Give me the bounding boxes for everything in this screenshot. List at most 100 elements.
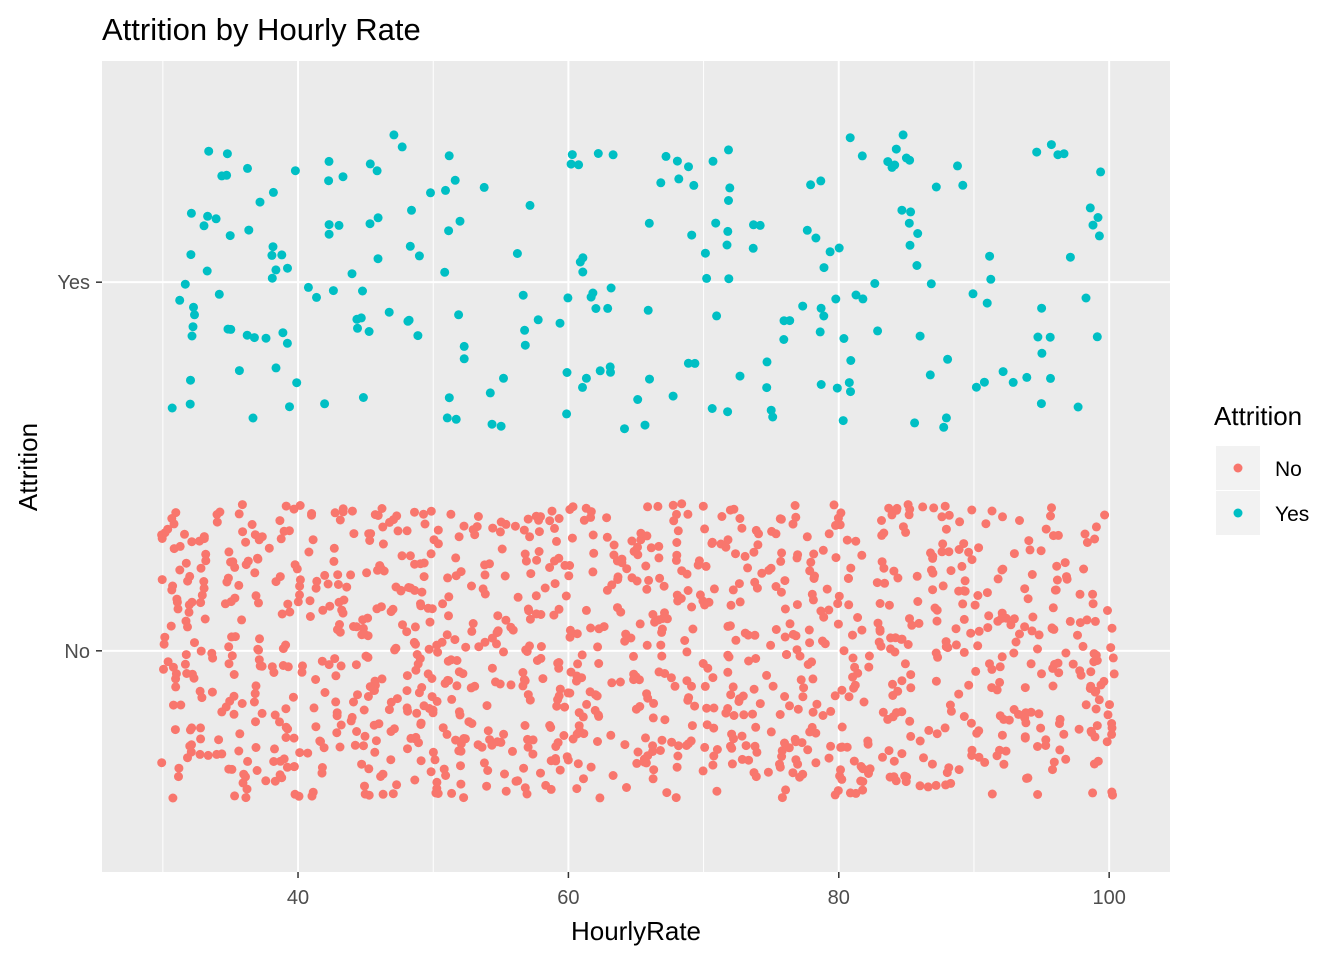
point-no xyxy=(452,681,462,691)
point-no xyxy=(311,583,321,593)
point-no xyxy=(578,712,588,722)
point-yes xyxy=(324,220,334,230)
point-no xyxy=(347,506,357,516)
point-no xyxy=(364,764,374,774)
point-no xyxy=(1061,648,1071,658)
point-no xyxy=(329,556,339,566)
point-no xyxy=(1011,637,1021,647)
point-yes xyxy=(414,251,424,261)
legend: Attrition No Yes xyxy=(1214,401,1309,535)
point-no xyxy=(606,730,616,740)
point-yes xyxy=(188,322,198,332)
point-no xyxy=(293,597,303,607)
point-no xyxy=(565,632,575,642)
point-no xyxy=(551,754,560,763)
point-yes xyxy=(905,240,915,250)
point-no xyxy=(763,767,773,777)
point-no xyxy=(417,587,427,597)
point-no xyxy=(1009,648,1019,658)
point-yes xyxy=(668,391,678,401)
point-no xyxy=(959,647,969,657)
point-no xyxy=(878,752,887,762)
point-no xyxy=(970,600,980,610)
point-no xyxy=(941,524,951,534)
point-no xyxy=(588,567,598,577)
point-no xyxy=(859,697,869,707)
point-no xyxy=(433,525,443,535)
point-no xyxy=(196,598,206,608)
point-no xyxy=(660,608,669,618)
point-no xyxy=(480,570,490,580)
point-no xyxy=(468,619,478,628)
point-no xyxy=(967,555,977,565)
point-no xyxy=(254,645,263,655)
point-yes xyxy=(278,328,288,338)
point-yes xyxy=(520,340,530,350)
point-no xyxy=(292,564,302,574)
point-no xyxy=(441,771,451,780)
point-no xyxy=(708,673,718,683)
point-no xyxy=(748,709,757,719)
point-no xyxy=(332,728,342,738)
point-yes xyxy=(204,146,214,156)
point-no xyxy=(547,506,557,516)
point-no xyxy=(501,615,511,625)
point-no xyxy=(230,791,240,801)
point-no xyxy=(433,539,443,549)
point-no xyxy=(426,549,436,559)
point-no xyxy=(1086,667,1096,677)
point-no xyxy=(234,509,244,519)
point-no xyxy=(897,749,907,759)
point-no xyxy=(723,650,733,660)
point-yes xyxy=(943,354,953,364)
point-yes xyxy=(798,301,808,311)
point-no xyxy=(251,717,260,727)
point-no xyxy=(971,666,981,676)
point-yes xyxy=(365,219,375,229)
point-no xyxy=(858,785,868,795)
point-yes xyxy=(1036,399,1046,409)
point-no xyxy=(217,749,227,759)
point-no xyxy=(737,731,747,741)
point-no xyxy=(708,760,718,770)
point-no xyxy=(893,573,903,583)
point-no xyxy=(660,715,670,725)
point-no xyxy=(959,539,969,549)
point-no xyxy=(757,568,767,578)
point-yes xyxy=(290,166,300,176)
point-no xyxy=(283,599,293,609)
point-yes xyxy=(365,159,375,169)
point-no xyxy=(735,514,745,523)
point-no xyxy=(396,586,406,596)
point-no xyxy=(565,688,575,698)
point-yes xyxy=(353,323,362,333)
point-no xyxy=(546,723,556,732)
point-no xyxy=(864,662,874,672)
point-no xyxy=(788,519,798,529)
point-no xyxy=(873,618,883,628)
point-no xyxy=(884,503,894,513)
point-yes xyxy=(1094,231,1104,241)
point-no xyxy=(826,706,836,716)
point-no xyxy=(932,605,942,615)
point-yes xyxy=(687,230,697,240)
point-no xyxy=(913,597,923,606)
point-yes xyxy=(724,274,734,284)
point-no xyxy=(168,581,178,591)
point-yes xyxy=(243,163,252,173)
point-yes xyxy=(595,366,605,376)
point-yes xyxy=(222,149,232,159)
point-no xyxy=(585,687,595,697)
point-yes xyxy=(404,315,414,325)
point-yes xyxy=(755,220,765,230)
point-no xyxy=(780,692,790,701)
point-no xyxy=(157,758,167,768)
point-no xyxy=(180,659,190,669)
point-no xyxy=(740,551,750,561)
point-yes xyxy=(356,313,366,323)
point-no xyxy=(798,769,808,779)
point-yes xyxy=(405,241,415,251)
point-no xyxy=(1027,626,1037,636)
point-no xyxy=(944,547,954,557)
point-no xyxy=(654,667,664,677)
